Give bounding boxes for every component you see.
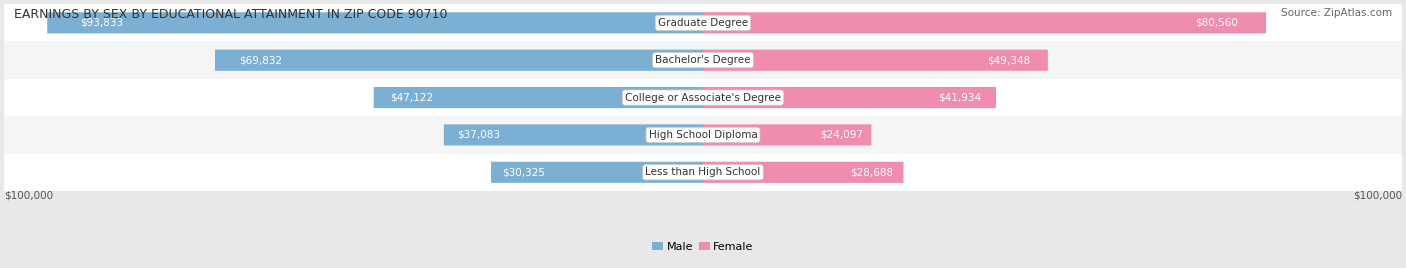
Text: High School Diploma: High School Diploma	[648, 130, 758, 140]
Text: $100,000: $100,000	[4, 191, 53, 201]
Text: Source: ZipAtlas.com: Source: ZipAtlas.com	[1281, 8, 1392, 18]
FancyBboxPatch shape	[4, 79, 1402, 116]
FancyBboxPatch shape	[215, 50, 703, 71]
FancyBboxPatch shape	[703, 162, 904, 183]
Text: $100,000: $100,000	[1353, 191, 1402, 201]
FancyBboxPatch shape	[703, 12, 1265, 34]
FancyBboxPatch shape	[4, 42, 1402, 79]
Text: Graduate Degree: Graduate Degree	[658, 18, 748, 28]
FancyBboxPatch shape	[491, 162, 703, 183]
Text: $80,560: $80,560	[1195, 18, 1237, 28]
Text: $37,083: $37,083	[457, 130, 499, 140]
Legend: Male, Female: Male, Female	[648, 237, 758, 256]
Text: $49,348: $49,348	[987, 55, 1031, 65]
FancyBboxPatch shape	[703, 87, 995, 108]
Text: $24,097: $24,097	[820, 130, 863, 140]
Text: $47,122: $47,122	[389, 92, 433, 103]
Text: $28,688: $28,688	[851, 167, 893, 177]
FancyBboxPatch shape	[703, 124, 872, 146]
FancyBboxPatch shape	[4, 154, 1402, 191]
Text: College or Associate's Degree: College or Associate's Degree	[626, 92, 780, 103]
FancyBboxPatch shape	[703, 50, 1047, 71]
Text: Less than High School: Less than High School	[645, 167, 761, 177]
FancyBboxPatch shape	[444, 124, 703, 146]
Text: $69,832: $69,832	[239, 55, 283, 65]
FancyBboxPatch shape	[4, 4, 1402, 42]
Text: $30,325: $30,325	[502, 167, 544, 177]
Text: $41,934: $41,934	[938, 92, 981, 103]
FancyBboxPatch shape	[48, 12, 703, 34]
Text: Bachelor's Degree: Bachelor's Degree	[655, 55, 751, 65]
FancyBboxPatch shape	[374, 87, 703, 108]
Text: $93,833: $93,833	[80, 18, 124, 28]
FancyBboxPatch shape	[4, 116, 1402, 154]
Text: EARNINGS BY SEX BY EDUCATIONAL ATTAINMENT IN ZIP CODE 90710: EARNINGS BY SEX BY EDUCATIONAL ATTAINMEN…	[14, 8, 447, 21]
